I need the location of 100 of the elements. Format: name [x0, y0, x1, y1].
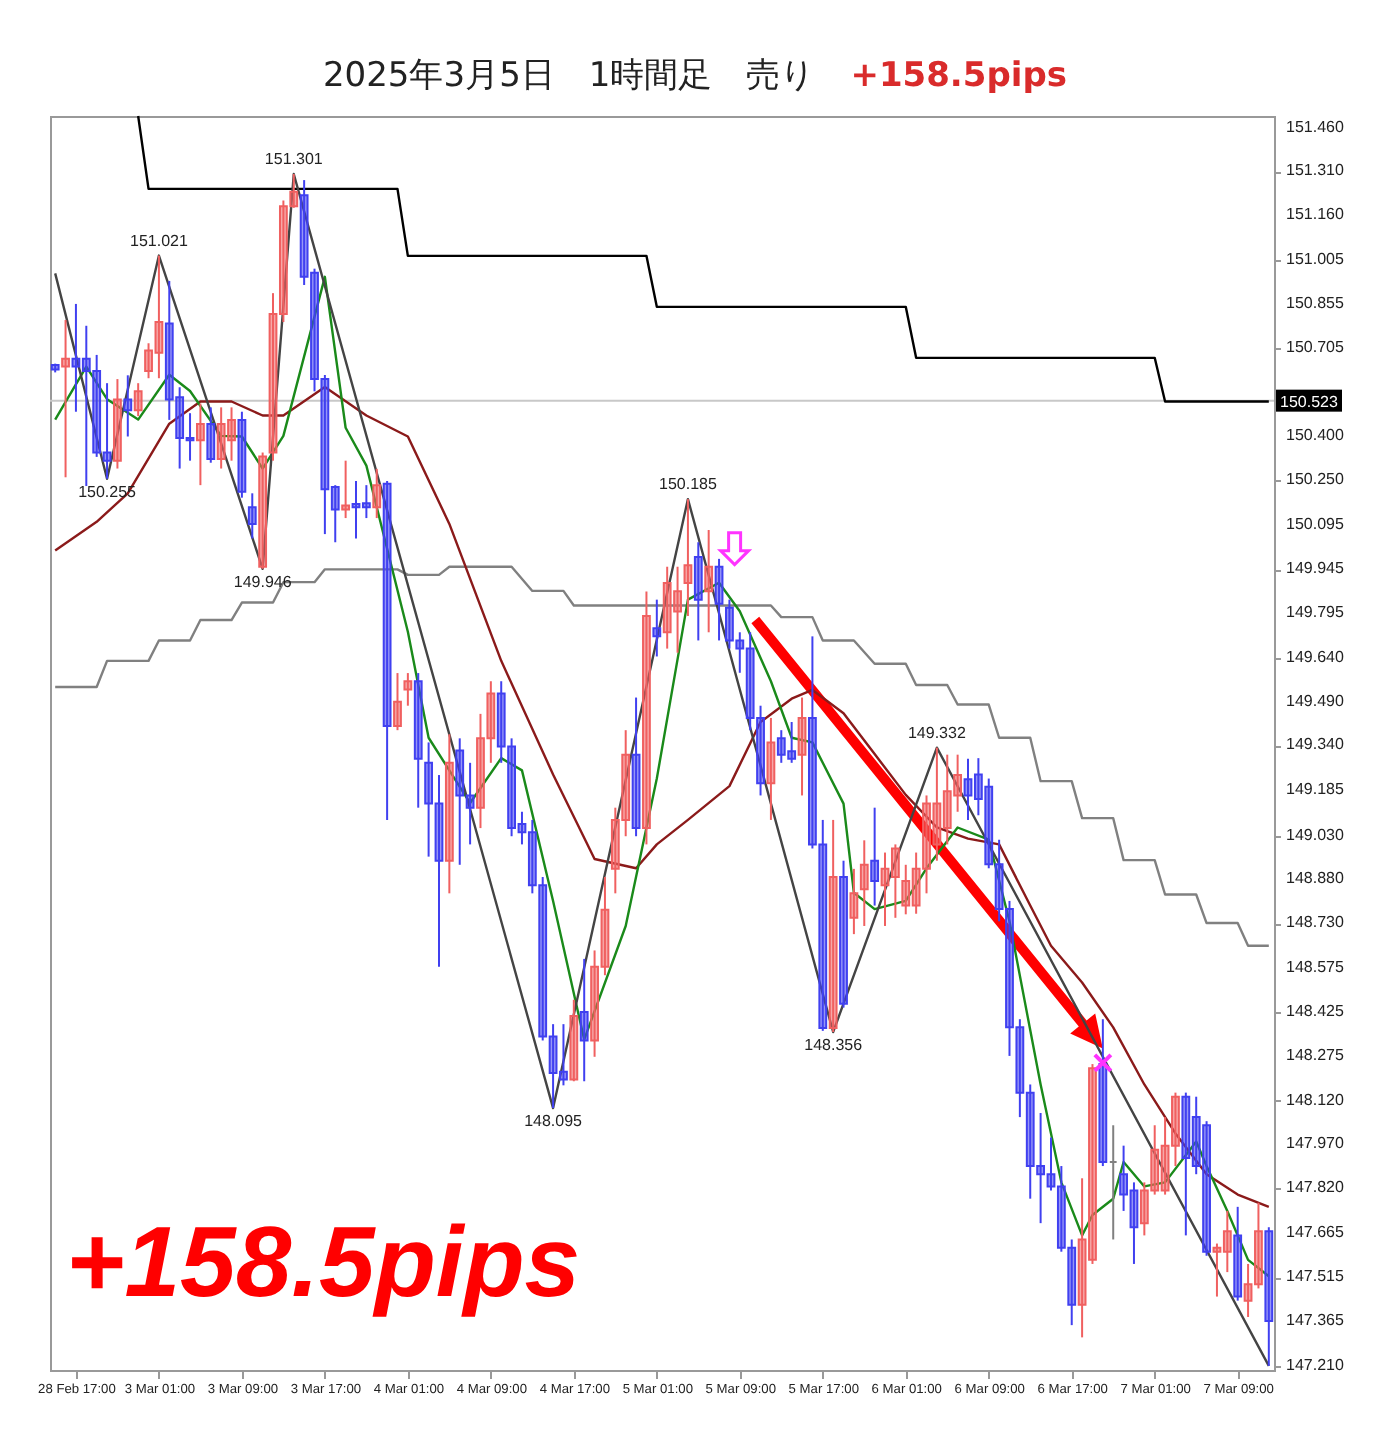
candlestick — [81, 324, 91, 488]
candlestick — [361, 484, 371, 520]
candlestick — [113, 378, 122, 470]
annotation: +158.5pips — [66, 1206, 581, 1318]
candlestick — [953, 753, 963, 813]
candlestick — [92, 353, 102, 458]
candlestick — [320, 374, 330, 536]
candlestick — [1191, 1095, 1201, 1176]
y-tick-label: 150.855 — [1286, 293, 1345, 312]
candlestick — [548, 1023, 558, 1110]
candlestick — [1036, 1112, 1046, 1225]
line-series — [53, 565, 1271, 947]
candlestick — [890, 843, 900, 919]
line-series — [53, 172, 1271, 1368]
candlestick — [144, 342, 153, 380]
candlestick — [963, 757, 973, 821]
candlestick — [247, 492, 257, 540]
y-tick-label: 149.795 — [1286, 602, 1345, 621]
candlestick — [714, 557, 724, 642]
candlestick — [839, 859, 848, 1009]
candlestick — [102, 382, 112, 480]
candlestick — [206, 406, 216, 464]
candlestick — [808, 635, 817, 850]
y-tick-label: 150.250 — [1286, 470, 1345, 489]
data-label: 149.946 — [233, 572, 293, 591]
y-tick-label: 149.340 — [1286, 735, 1345, 754]
candlestick — [652, 598, 662, 658]
candlestick — [164, 279, 174, 421]
candlestick — [1129, 1181, 1139, 1265]
data-label: 151.301 — [264, 149, 324, 168]
candlestick — [123, 374, 133, 438]
candlestick — [351, 480, 361, 540]
y-tick-label: 148.425 — [1286, 1001, 1345, 1020]
candlestick — [1160, 1116, 1170, 1196]
candlestick — [1171, 1091, 1180, 1168]
candlestick — [403, 672, 413, 707]
candlestick — [901, 863, 911, 916]
y-tick-label: 150.400 — [1286, 426, 1345, 445]
candlestick — [797, 696, 807, 797]
candlestick — [590, 949, 599, 1058]
candlestick — [600, 876, 610, 977]
candlestick — [922, 794, 931, 895]
candlestick — [227, 406, 236, 462]
y-tick-label: 151.310 — [1286, 161, 1345, 180]
chart-title: 2025年3月5日 1時間足 売り — [322, 56, 815, 96]
candlestick — [1119, 1144, 1128, 1212]
candlestick — [133, 382, 143, 418]
candlestick — [185, 412, 195, 462]
y-tick-label: 148.120 — [1286, 1090, 1345, 1109]
candlestick — [1202, 1120, 1211, 1257]
candlestick — [725, 598, 734, 650]
candlestick — [154, 254, 164, 380]
y-tick-label: 149.490 — [1286, 691, 1345, 710]
candlestick — [517, 810, 527, 846]
candlestick — [71, 302, 81, 413]
candlestick — [268, 292, 278, 462]
candlestick — [465, 761, 475, 846]
candlestick — [787, 721, 797, 764]
y-tick-label: 149.030 — [1286, 825, 1345, 844]
candlestick — [413, 672, 423, 809]
candlestick — [507, 737, 516, 838]
candlestick — [393, 672, 402, 732]
candlestick — [237, 410, 247, 499]
y-tick-label: 147.365 — [1286, 1310, 1345, 1329]
data-label: 148.356 — [804, 1036, 864, 1055]
candlestick — [1233, 1205, 1243, 1302]
candlestick — [486, 680, 496, 764]
candlestick — [610, 806, 620, 895]
candlestick — [1015, 1018, 1025, 1119]
y-tick-label: 147.665 — [1286, 1223, 1345, 1242]
data-label: 149.332 — [907, 723, 967, 742]
y-tick-label: 150.095 — [1286, 515, 1345, 534]
candlestick — [1243, 1262, 1253, 1318]
candlestick — [683, 498, 693, 617]
candlestick — [870, 806, 880, 907]
candlestick — [382, 480, 392, 821]
candlestick — [745, 631, 755, 732]
candlestick — [880, 851, 890, 927]
candlestick — [1056, 1165, 1066, 1253]
candlestick — [289, 172, 299, 209]
candlestick — [973, 757, 983, 817]
candlestick — [984, 777, 994, 870]
candlestick — [776, 729, 786, 764]
candlestick — [849, 867, 859, 936]
text: +158.5pips — [850, 56, 1068, 96]
candlestick — [942, 753, 952, 846]
candlestick — [911, 851, 921, 915]
data-label: 148.095 — [524, 1112, 584, 1131]
data-label: 151.021 — [129, 231, 189, 250]
candlestick — [1067, 1238, 1077, 1327]
candlestick — [994, 838, 1004, 923]
candlestick — [216, 406, 226, 470]
candlestick — [1046, 1136, 1056, 1192]
candlestick — [1077, 1177, 1087, 1339]
y-tick-label: 148.575 — [1286, 958, 1345, 977]
candlestick — [372, 467, 382, 520]
candlestick — [1098, 1018, 1108, 1168]
candlestick — [1005, 899, 1014, 1057]
y-tick-label: 151.460 — [1286, 117, 1345, 136]
candlestick — [341, 459, 351, 520]
